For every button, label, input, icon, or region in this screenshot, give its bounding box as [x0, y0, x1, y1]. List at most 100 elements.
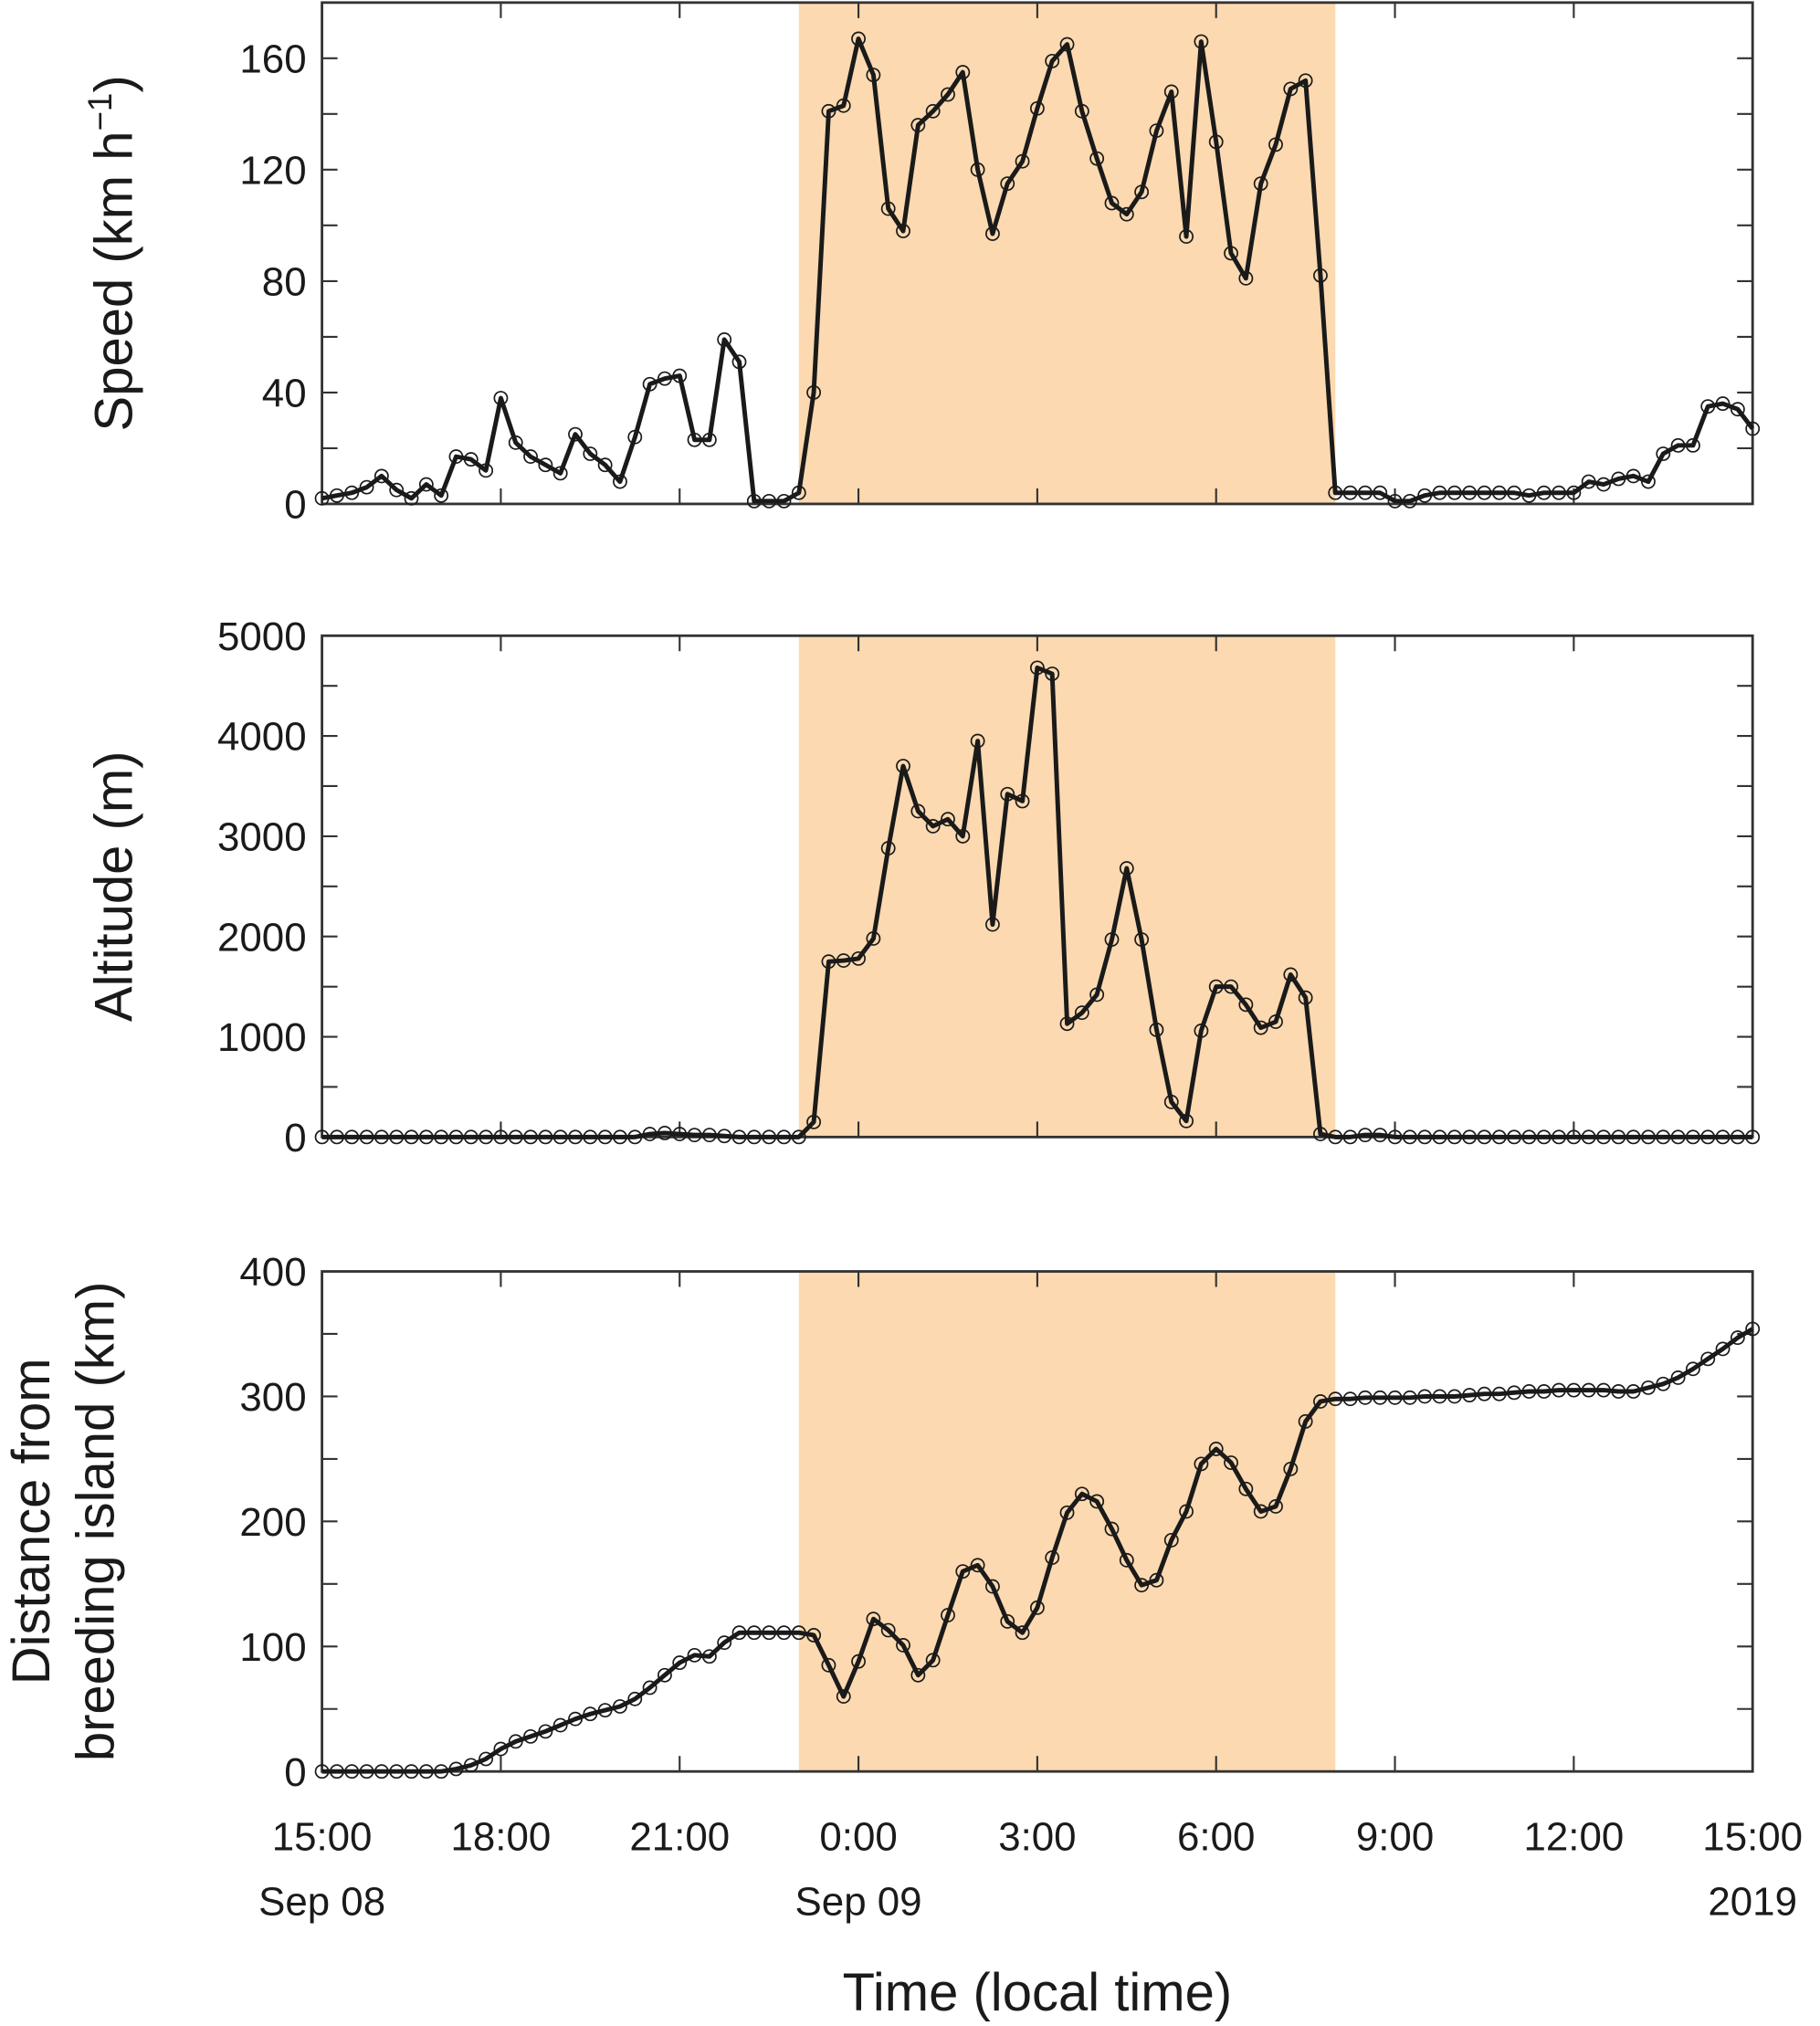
- data-point: [597, 1129, 613, 1145]
- data-point: [642, 1127, 658, 1141]
- data-point: [627, 429, 643, 445]
- data-point: [418, 1129, 434, 1145]
- data-point: [1462, 1388, 1478, 1403]
- data-point: [1224, 246, 1238, 261]
- data-point: [359, 1764, 374, 1779]
- data-point: [448, 1761, 464, 1777]
- data-point: [1715, 1129, 1731, 1145]
- data-point: [329, 488, 344, 503]
- data-point: [687, 1128, 702, 1143]
- data-point: [1417, 1389, 1433, 1404]
- data-point: [701, 1649, 717, 1664]
- data-point: [1253, 1020, 1268, 1035]
- data-point: [448, 1129, 464, 1145]
- data-point: [1491, 1129, 1507, 1145]
- data-point: [1179, 229, 1194, 244]
- data-point: [1268, 1499, 1283, 1514]
- data-point: [776, 1129, 792, 1145]
- data-point: [463, 1758, 479, 1773]
- data-point: [1581, 474, 1596, 489]
- data-point: [1015, 793, 1030, 809]
- data-point: [1015, 153, 1030, 169]
- data-point: [1625, 468, 1641, 484]
- data-point: [1342, 485, 1358, 500]
- data-point: [1104, 932, 1120, 947]
- y-tick-label: 80: [262, 259, 307, 304]
- data-point: [1194, 1023, 1209, 1038]
- data-point: [1656, 1129, 1671, 1145]
- data-point: [314, 1764, 330, 1779]
- data-point: [1596, 1129, 1611, 1145]
- data-point: [1462, 485, 1478, 500]
- data-point: [404, 1764, 419, 1779]
- data-point: [717, 1635, 732, 1651]
- data-point: [1447, 1129, 1462, 1145]
- shaded-region: [798, 635, 1336, 1138]
- data-point: [762, 1625, 777, 1641]
- data-point: [1417, 488, 1433, 503]
- data-point: [583, 1129, 598, 1145]
- data-point: [373, 1129, 389, 1145]
- x-tick-sublabel: 2019: [1708, 1879, 1797, 1924]
- data-point: [1283, 81, 1299, 97]
- data-point: [344, 1764, 360, 1779]
- data-point: [1059, 1505, 1075, 1520]
- data-point: [1670, 1370, 1686, 1385]
- y-tick-label: 400: [239, 1250, 306, 1295]
- data-point: [1432, 1389, 1447, 1404]
- y-axis-label: Distance from: [2, 1358, 61, 1685]
- data-point: [1625, 1129, 1641, 1145]
- data-point: [672, 1655, 688, 1671]
- data-point: [1000, 786, 1015, 802]
- x-tick-label: 0:00: [819, 1815, 897, 1860]
- x-tick-label: 15:00: [272, 1815, 373, 1860]
- data-point: [1373, 1128, 1388, 1143]
- data-point: [955, 65, 971, 80]
- data-point: [418, 477, 434, 492]
- data-point: [1268, 137, 1283, 152]
- data-point: [731, 354, 747, 370]
- data-point: [1089, 1494, 1105, 1509]
- data-point: [776, 1625, 792, 1641]
- data-point: [314, 490, 330, 506]
- data-point: [1641, 1129, 1656, 1145]
- data-point: [1715, 1341, 1731, 1357]
- data-point: [1149, 123, 1164, 139]
- y-axis-label: Altitude (m): [85, 751, 144, 1023]
- data-point: [1119, 1552, 1134, 1568]
- data-point: [701, 1128, 717, 1143]
- data-point: [463, 452, 479, 467]
- data-point: [1089, 987, 1105, 1003]
- data-point: [1491, 485, 1507, 500]
- data-point: [1730, 1330, 1745, 1346]
- y-tick-label: 200: [239, 1500, 306, 1545]
- data-point: [1477, 485, 1492, 500]
- data-point: [910, 118, 926, 132]
- data-point: [672, 1127, 688, 1141]
- data-point: [821, 954, 836, 970]
- data-point: [1387, 1129, 1403, 1145]
- y-tick-label: 160: [239, 37, 306, 81]
- data-point: [538, 1724, 553, 1739]
- data-point: [955, 828, 971, 844]
- data-point: [1596, 1382, 1611, 1398]
- data-point: [1715, 396, 1731, 412]
- data-point: [1745, 1129, 1761, 1145]
- data-point: [851, 1653, 866, 1669]
- data-point: [1149, 1572, 1164, 1588]
- data-point: [1552, 1382, 1566, 1398]
- y-tick-label: 5000: [217, 614, 307, 659]
- data-point: [1163, 1094, 1179, 1109]
- data-point: [418, 1764, 434, 1779]
- data-point: [1507, 1129, 1522, 1145]
- data-point: [1745, 421, 1761, 436]
- plot-frame: [321, 1270, 1754, 1773]
- data-point: [552, 466, 568, 481]
- data-point: [896, 759, 910, 773]
- data-point: [1194, 1456, 1209, 1472]
- data-point: [1447, 1389, 1462, 1404]
- data-point: [701, 432, 717, 447]
- data-point: [1536, 1129, 1552, 1145]
- data-point: [434, 1764, 449, 1779]
